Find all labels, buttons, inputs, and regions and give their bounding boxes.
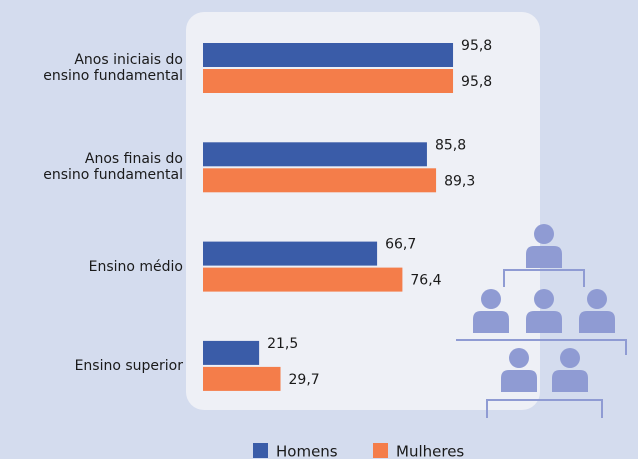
bar (203, 366, 281, 391)
legend-swatch (373, 443, 388, 458)
value-label: 89,3 (444, 173, 475, 189)
legend-swatch (253, 443, 268, 458)
legend: Homens Mulheres (253, 443, 464, 459)
bar (203, 168, 437, 193)
people-illustration (456, 224, 627, 418)
value-label: 95,8 (461, 38, 492, 54)
value-label: 66,7 (385, 237, 416, 253)
category-label: Anos finais do ensino fundamental (43, 151, 183, 184)
value-label: 95,8 (461, 74, 492, 90)
bar (203, 142, 427, 167)
bar (203, 43, 454, 67)
value-label: 29,7 (289, 372, 320, 388)
value-label: 76,4 (410, 273, 441, 289)
bar (203, 69, 454, 93)
category-label: Ensino superior (74, 357, 183, 374)
value-label: 21,5 (267, 336, 298, 352)
bar (203, 241, 378, 266)
legend-label: Homens (276, 443, 338, 459)
value-label: 85,8 (435, 137, 466, 153)
bar (203, 340, 260, 365)
legend-label: Mulheres (396, 443, 464, 459)
category-label: Anos iniciais do ensino fundamental (43, 52, 183, 84)
category-label: Ensino médio (88, 258, 183, 275)
bar (203, 267, 403, 292)
panel (186, 12, 540, 410)
